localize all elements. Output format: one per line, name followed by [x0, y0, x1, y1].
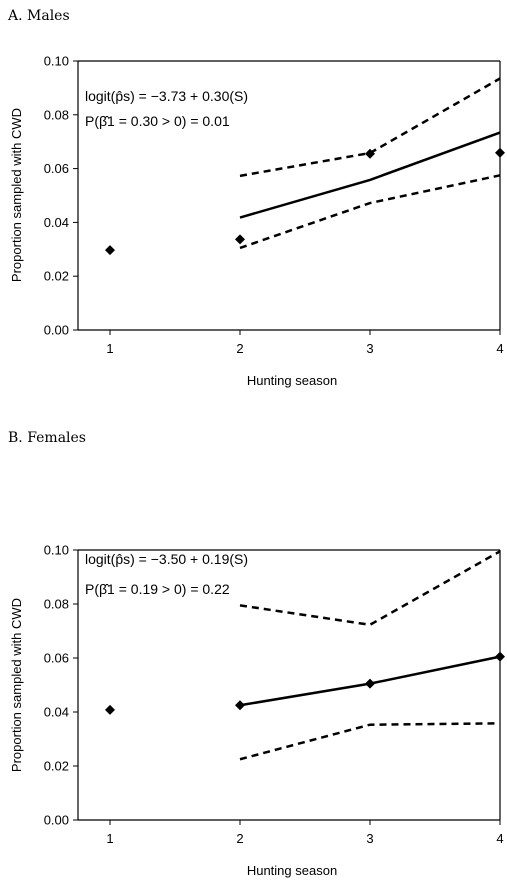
model-equation: logit(p̂s) = −3.50 + 0.19(S) — [85, 551, 248, 567]
data-point-marker — [105, 245, 115, 256]
panel-title: B. Females — [8, 430, 86, 446]
x-tick-label: 2 — [236, 341, 243, 356]
panel-males: A. Males 0.00 0.02 0.04 0.06 0.08 0.10 1 2 3 4 Hu… — [7, 8, 505, 388]
y-tick-label: 0.02 — [44, 759, 69, 774]
y-tick-label: 0.08 — [44, 107, 69, 122]
axes: 0.00 0.02 0.04 0.06 0.08 0.10 1 2 3 4 — [44, 54, 504, 357]
x-axis-label: Hunting season — [247, 863, 337, 878]
y-tick-label: 0.10 — [44, 54, 69, 69]
y-tick-label: 0.00 — [44, 323, 69, 338]
data-point-marker — [235, 234, 245, 245]
y-tick-label: 0.06 — [44, 651, 69, 666]
panel-females: B. Females 0.000.020.040.060.080.101 2 3 4 … — [8, 430, 505, 878]
y-tick-label: 0.10 — [44, 543, 69, 558]
y-tick-label: 0.08 — [44, 597, 69, 612]
axes: 0.00 0.02 0.04 0.06 0.08 0.10 1 2 3 4 — [44, 543, 504, 847]
confidence-bound-line — [239, 77, 501, 178]
x-axis-label: Hunting season — [247, 373, 337, 388]
confidence-bound-line — [239, 722, 501, 761]
data-point-marker — [495, 147, 505, 158]
confidence-bound-line — [239, 174, 501, 250]
y-tick-label: 0.00 — [44, 813, 69, 828]
model-equation: logit(p̂s) = −3.73 + 0.30(S) — [85, 88, 248, 104]
x-tick-label: 4 — [496, 831, 503, 846]
y-tick-label: 0.02 — [44, 269, 69, 284]
y-tick-label: 0.04 — [44, 705, 69, 720]
y-axis-label: Proportion sampled with CWD — [9, 108, 24, 282]
panel-title: A. Males — [7, 8, 70, 24]
confidence-bound-line — [239, 550, 501, 627]
x-tick-label: 2 — [236, 831, 243, 846]
x-tick-label: 3 — [366, 341, 373, 356]
fitted-trend-line — [239, 131, 501, 219]
plot-area — [105, 550, 505, 761]
x-tick-label: 3 — [366, 831, 373, 846]
y-tick-label: 0.04 — [44, 215, 69, 230]
data-point-marker — [105, 704, 115, 715]
fitted-trend-line — [239, 655, 501, 707]
y-axis-label: Proportion sampled with CWD — [9, 598, 24, 772]
x-tick-label: 1 — [106, 831, 113, 846]
probability-statement: P(β̂1 = 0.19 > 0) = 0.22 — [85, 581, 230, 597]
y-tick-label: 0.06 — [44, 161, 69, 176]
plot-area — [105, 77, 505, 256]
x-tick-label: 1 — [106, 341, 113, 356]
probability-statement: P(β̂1 = 0.30 > 0) = 0.01 — [85, 113, 230, 129]
x-tick-label: 4 — [496, 341, 503, 356]
